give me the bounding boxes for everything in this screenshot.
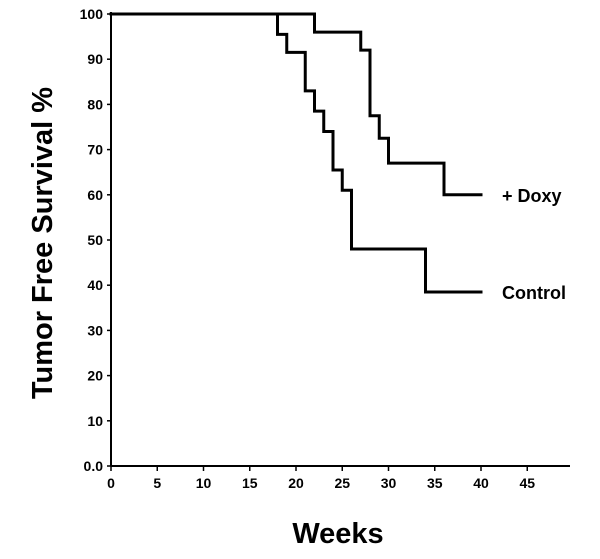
x-tick-label: 10: [196, 475, 212, 491]
x-tick-label: 45: [519, 475, 535, 491]
series-lines: [109, 12, 483, 294]
series-line-control: [109, 12, 483, 294]
y-tick-label: 50: [87, 232, 103, 248]
series-line-doxy: [109, 12, 483, 197]
x-tick-label: 35: [427, 475, 443, 491]
series-labels: + Doxy Control: [502, 186, 566, 303]
y-axis-title: Tumor Free Survival %: [27, 87, 59, 399]
x-tick-label: 15: [242, 475, 258, 491]
series-label-control: Control: [502, 283, 566, 303]
x-tick-label: 30: [381, 475, 397, 491]
x-axis-title: Weeks: [292, 518, 383, 550]
y-tick-label: 0.0: [84, 458, 104, 474]
y-tick-label: 40: [87, 277, 103, 293]
y-tick-label: 80: [87, 96, 103, 112]
axis-ticks: 0.0 10 20 30 40 50 60 70 80 90 100 0 5 10 15 20 25 30 35 40…: [80, 6, 536, 491]
y-tick-label: 90: [87, 51, 103, 67]
y-tick-label: 30: [87, 322, 103, 338]
x-tick-label: 20: [288, 475, 304, 491]
x-tick-label: 25: [334, 475, 350, 491]
y-tick-label: 60: [87, 187, 103, 203]
y-tick-label: 10: [87, 413, 103, 429]
y-tick-label: 100: [80, 6, 104, 22]
x-tick-label: 40: [473, 475, 489, 491]
x-tick-label: 0: [107, 475, 115, 491]
y-tick-label: 20: [87, 368, 103, 384]
y-tick-label: 70: [87, 142, 103, 158]
x-tick-label: 5: [153, 475, 161, 491]
series-label-doxy: + Doxy: [502, 186, 562, 206]
axes: [110, 12, 570, 467]
